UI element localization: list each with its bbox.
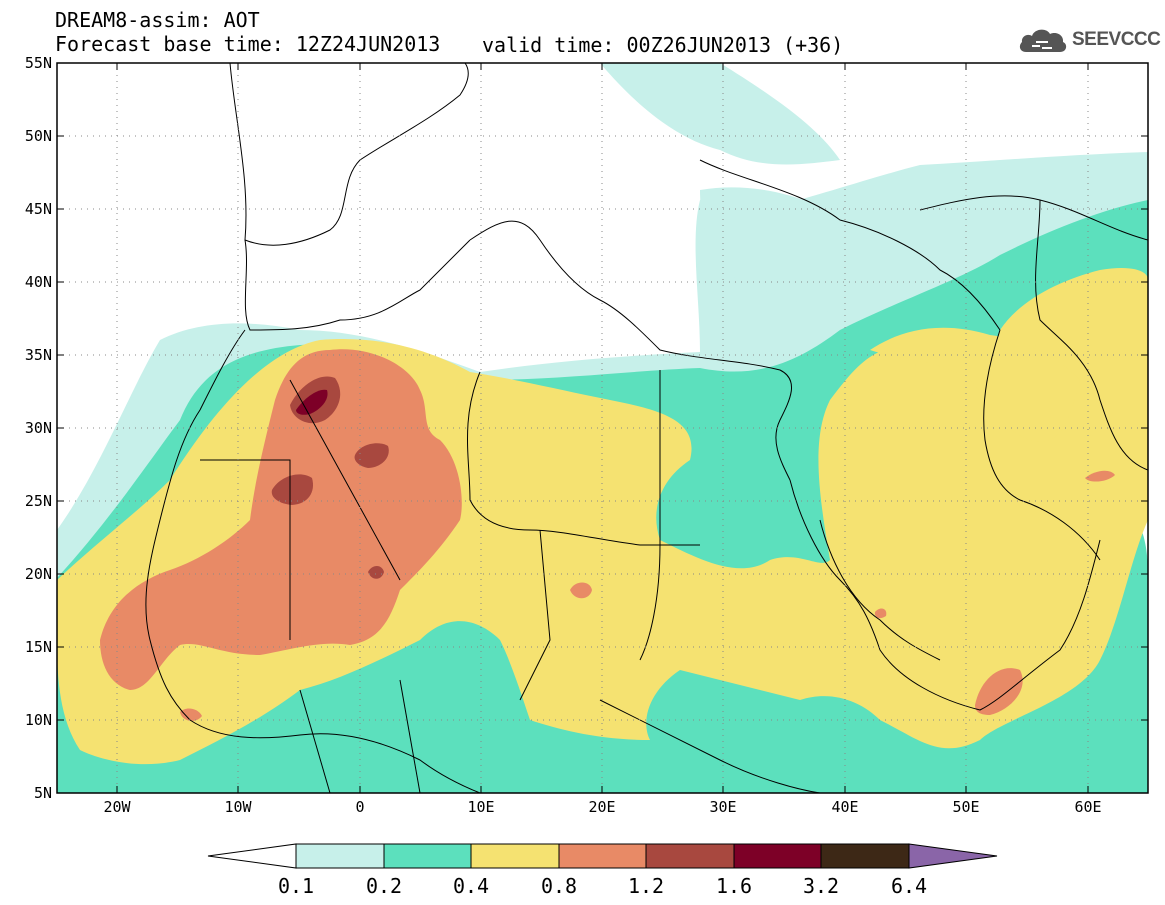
colorbar-label-6.4: 6.4 (891, 874, 927, 898)
base-time-label: Forecast base time: 12Z24JUN2013 (55, 32, 441, 56)
axis-ticks (57, 63, 1148, 793)
colorbar-label-0.4: 0.4 (453, 874, 489, 898)
lon-label-50e: 50E (952, 798, 979, 816)
lat-label-50n: 50N (25, 127, 52, 145)
lon-label-40e: 40E (831, 798, 858, 816)
colorbar-label-0.1: 0.1 (278, 874, 314, 898)
map-title: DREAM8-assim: AOT (55, 8, 260, 32)
lon-label-60e: 60E (1074, 798, 1101, 816)
lat-label-40n: 40N (25, 273, 52, 291)
colorbar-label-0.2: 0.2 (366, 874, 402, 898)
aot-contour-1.6-3.2 (296, 389, 328, 415)
colorbar-label-1.2: 1.2 (628, 874, 664, 898)
colorbar-swatch-0.2-0.4 (383, 843, 472, 869)
lat-label-55n: 55N (25, 54, 52, 72)
colorbar-swatch-1.2-1.6 (645, 843, 735, 869)
colorbar (207, 843, 998, 869)
lat-label-30n: 30N (25, 419, 52, 437)
lat-label-25n: 25N (25, 492, 52, 510)
colorbar-label-0.8: 0.8 (541, 874, 577, 898)
colorbar-swatch-3.2-6.4 (820, 843, 910, 869)
lat-label-15n: 15N (25, 638, 52, 656)
seevccc-logo: SEEVCCC (1018, 25, 1161, 55)
colorbar-label-1.6: 1.6 (716, 874, 752, 898)
cloud-icon (1019, 29, 1067, 52)
aot-contour-0.8-1.2 (100, 349, 1115, 721)
lon-label-10w: 10W (224, 798, 252, 816)
valid-time-label: valid time: 00Z26JUN2013 (+36) (482, 33, 844, 57)
colorbar-high-arrow (908, 843, 998, 869)
colorbar-swatch-0.4-0.8 (470, 843, 560, 869)
lon-label-30e: 30E (709, 798, 736, 816)
lat-label-35n: 35N (25, 346, 52, 364)
colorbar-label-3.2: 3.2 (803, 874, 839, 898)
lon-label-10e: 10E (467, 798, 494, 816)
lon-label-20w: 20W (103, 798, 131, 816)
lat-label-10n: 10N (25, 711, 52, 729)
lat-label-45n: 45N (25, 200, 52, 218)
logo-text: SEEVCCC (1072, 29, 1161, 50)
colorbar-swatch-1.6-3.2 (733, 843, 822, 869)
lat-label-20n: 20N (25, 565, 52, 583)
colorbar-swatch-0.1-0.2 (295, 843, 385, 869)
coastlines (145, 63, 1148, 793)
lon-label-20e: 20E (588, 798, 615, 816)
lon-label-0: 0 (355, 798, 364, 816)
colorbar-swatch-0.8-1.2 (558, 843, 647, 869)
colorbar-low-arrow (207, 843, 297, 869)
lat-label-5n: 5N (34, 784, 52, 802)
